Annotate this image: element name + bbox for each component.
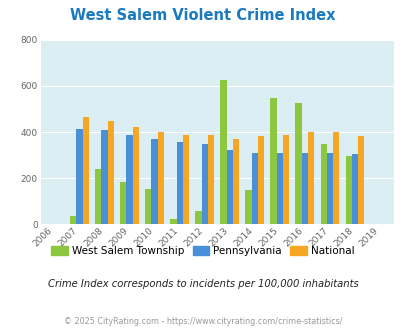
Bar [132,127,139,224]
Bar [301,153,307,224]
Bar [226,150,232,224]
Bar [176,143,182,224]
Bar [157,132,164,224]
Legend: West Salem Township, Pennsylvania, National: West Salem Township, Pennsylvania, Natio… [47,242,358,260]
Bar [120,182,126,224]
Bar [82,117,89,224]
Bar [326,153,332,224]
Text: Crime Index corresponds to incidents per 100,000 inhabitants: Crime Index corresponds to incidents per… [47,279,358,289]
Bar [320,144,326,224]
Bar [195,211,201,224]
Bar [182,135,189,224]
Bar [107,121,113,224]
Bar [101,130,107,224]
Bar [145,189,151,224]
Bar [357,136,363,224]
Bar [295,103,301,224]
Text: © 2025 CityRating.com - https://www.cityrating.com/crime-statistics/: © 2025 CityRating.com - https://www.city… [64,317,341,326]
Bar [332,132,339,224]
Bar [220,80,226,224]
Bar [307,132,313,224]
Bar [95,169,101,224]
Bar [207,135,213,224]
Bar [70,216,76,224]
Bar [76,128,82,224]
Bar [270,98,276,224]
Bar [251,153,257,224]
Bar [151,139,157,224]
Bar [170,218,176,224]
Bar [232,139,239,224]
Text: West Salem Violent Crime Index: West Salem Violent Crime Index [70,8,335,23]
Bar [245,190,251,224]
Bar [257,136,264,224]
Bar [345,156,351,224]
Bar [276,153,282,224]
Bar [351,154,357,224]
Bar [282,135,288,224]
Bar [201,144,207,224]
Bar [126,135,132,224]
